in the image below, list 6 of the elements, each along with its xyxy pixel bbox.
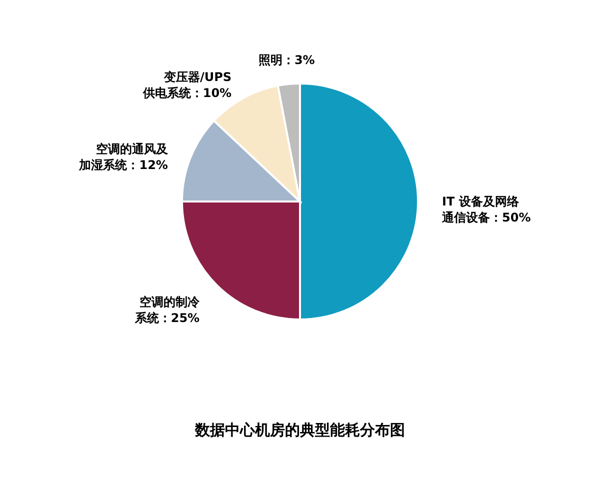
slice-label: IT 设备及网络通信设备：50%: [441, 194, 531, 224]
slice-label: 空调的通风及加湿系统：12%: [78, 142, 169, 172]
text: 数据中心机房的典型能耗分布图: [194, 421, 405, 439]
slice-label: 空调的制冷系统：25%: [134, 294, 201, 325]
slice-label: 照明：3%: [258, 53, 315, 68]
slice-label: 变压器/UPS供电系统：10%: [142, 70, 232, 100]
